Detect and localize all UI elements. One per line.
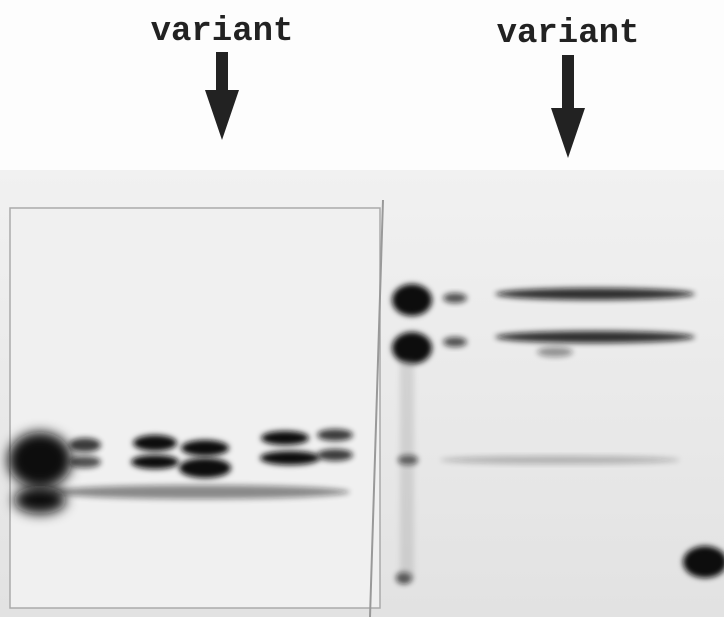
- label: variant: [497, 15, 640, 53]
- arrow-shaft: [216, 52, 228, 92]
- left-panel: [10, 208, 380, 608]
- label: variant: [151, 13, 294, 51]
- arrow-shaft: [562, 55, 574, 110]
- gel-figure: variant variant: [0, 0, 724, 617]
